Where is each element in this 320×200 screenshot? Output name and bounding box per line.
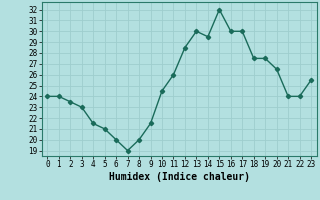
X-axis label: Humidex (Indice chaleur): Humidex (Indice chaleur) — [109, 172, 250, 182]
